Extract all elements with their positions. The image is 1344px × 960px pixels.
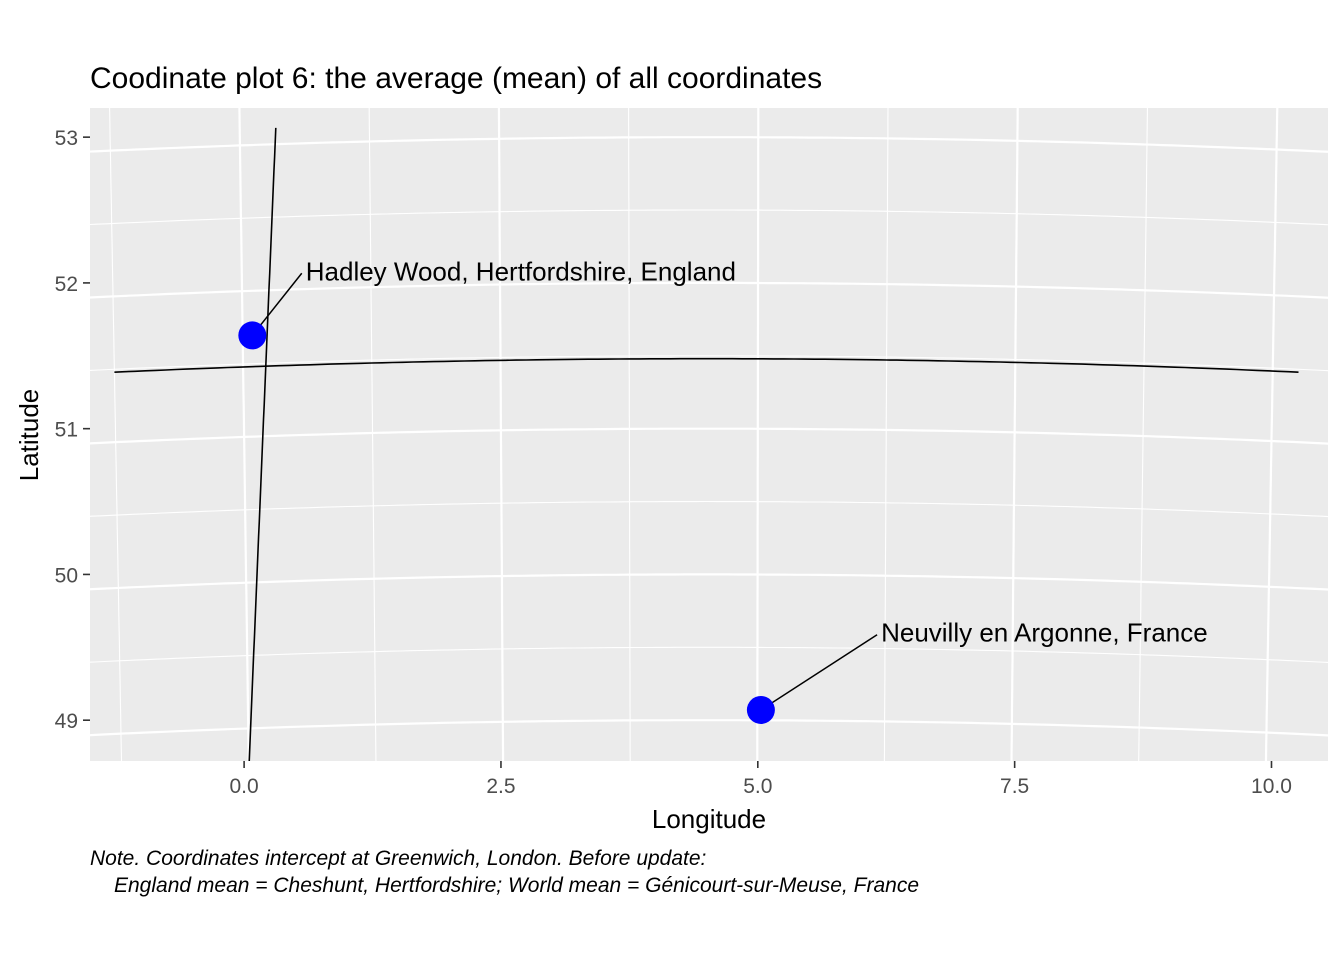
- parallel-line: [90, 500, 1328, 518]
- x-axis-ticks: 0.0 2.5 5.0 7.5 10.0: [230, 761, 1292, 798]
- meridian-line: [109, 108, 123, 761]
- greenwich-parallel-line: [114, 357, 1299, 373]
- plot-panel: [90, 108, 1328, 761]
- y-tick-label: 49: [55, 710, 78, 733]
- parallel-line: [90, 136, 1328, 153]
- parallel-line: [90, 355, 1328, 372]
- data-point-label: Hadley Wood, Hertfordshire, England: [306, 256, 736, 286]
- y-tick-label: 50: [55, 564, 78, 587]
- greenwich-meridian-line: [248, 127, 277, 761]
- meridian-line: [368, 108, 377, 761]
- parallel-line: [90, 281, 1328, 299]
- parallel-line: [0, 0, 1344, 11]
- meridian-line: [238, 108, 250, 761]
- meridian-line: [1010, 108, 1019, 761]
- parallel-line: [90, 719, 1328, 737]
- caption-line-1: Note. Coordinates intercept at Greenwich…: [90, 847, 706, 870]
- data-points: Hadley Wood, Hertfordshire, England Neuvi…: [238, 256, 1208, 724]
- parallel-line: [90, 573, 1328, 591]
- x-tick-label: 10.0: [1251, 775, 1292, 798]
- y-tick-label: 51: [55, 419, 78, 442]
- chart-title: Coodinate plot 6: the average (mean) of …: [90, 62, 822, 95]
- y-axis-ticks: 49 50 51 52 53: [55, 127, 90, 733]
- meridian-line: [497, 108, 505, 761]
- meridian-line: [1264, 108, 1279, 761]
- data-point: [238, 321, 267, 350]
- y-tick-label: 53: [55, 127, 78, 150]
- label-leader-line: [760, 634, 878, 711]
- x-axis-label: Longitude: [652, 804, 766, 834]
- parallel-line: [90, 646, 1328, 664]
- data-point-label: Neuvilly en Argonne, France: [881, 618, 1208, 648]
- parallel-line: [90, 209, 1328, 226]
- meridian-line: [1138, 108, 1149, 761]
- y-axis-label: Latitude: [14, 389, 44, 482]
- x-tick-label: 5.0: [743, 775, 772, 798]
- parallel-line: [90, 427, 1328, 445]
- meridian-line: [883, 108, 889, 761]
- meridian-line: [628, 108, 631, 761]
- caption-line-2: England mean = Cheshunt, Hertfordshire; …: [114, 874, 919, 897]
- x-tick-label: 0.0: [230, 775, 259, 798]
- y-tick-label: 52: [55, 273, 78, 296]
- meridian-line: [756, 108, 760, 761]
- x-tick-label: 7.5: [1000, 775, 1029, 798]
- x-tick-label: 2.5: [486, 775, 515, 798]
- data-point: [746, 695, 775, 724]
- reference-lines: [114, 127, 1299, 761]
